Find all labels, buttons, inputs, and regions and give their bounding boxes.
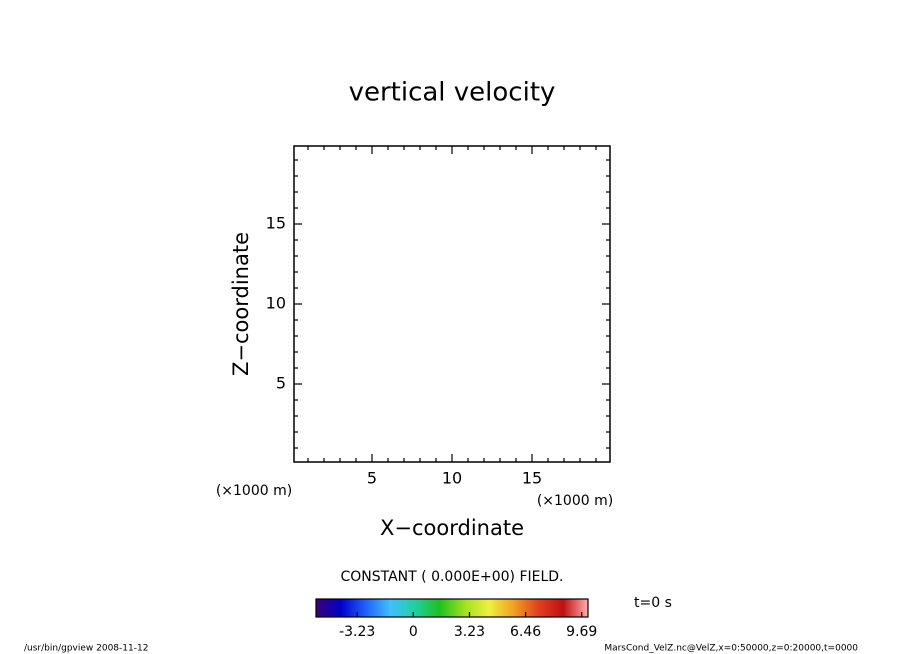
plot-frame [293, 145, 611, 463]
x-tick-label: 15 [522, 469, 542, 488]
colorbar [315, 598, 589, 618]
x-tick-label: 10 [442, 469, 462, 488]
annotation: CONSTANT ( 0.000E+00) FIELD. [340, 569, 563, 585]
time-label: t=0 s [634, 595, 672, 611]
colorbar-tick-label: 6.46 [510, 624, 541, 640]
y-tick-label: 10 [266, 294, 286, 313]
y-tick-label: 5 [276, 374, 286, 393]
chart-title: vertical velocity [349, 78, 556, 108]
colorbar-tick-label: 0 [409, 624, 418, 640]
colorbar-tick-label: -3.23 [339, 624, 375, 640]
x-unit: (×1000 m) [537, 493, 613, 509]
y-axis-label: Z−coordinate [229, 232, 253, 376]
footer-left: /usr/bin/gpview 2008-11-12 [24, 644, 148, 654]
colorbar-tick-label: 9.69 [566, 624, 597, 640]
footer-right: MarsCond_VelZ.nc@VelZ,x=0:50000,z=0:2000… [604, 644, 858, 654]
x-axis-label: X−coordinate [380, 516, 524, 540]
colorbar-tick-label: 3.23 [454, 624, 485, 640]
x-tick-label: 5 [367, 469, 377, 488]
y-tick-label: 15 [266, 214, 286, 233]
y-unit: (×1000 m) [216, 483, 292, 499]
